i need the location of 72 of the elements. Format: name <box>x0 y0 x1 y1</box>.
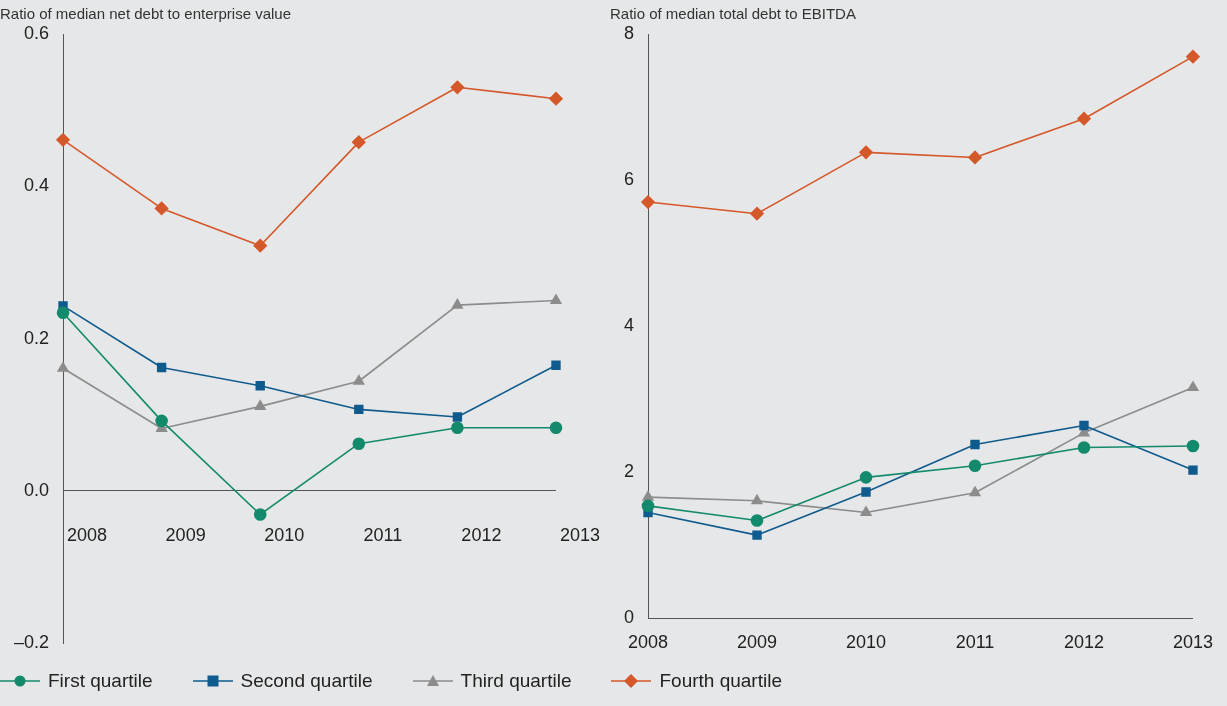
y-tick-label: –0.2 <box>13 632 50 653</box>
y-tick-label: 4 <box>624 315 635 336</box>
legend-label: Third quartile <box>460 670 572 692</box>
point <box>451 298 463 309</box>
point <box>57 362 69 372</box>
point <box>859 145 873 160</box>
x-tick-label: 2012 <box>1063 632 1105 653</box>
x-tick-label: 2009 <box>736 632 778 653</box>
point <box>641 195 655 209</box>
x-tick-label: 2010 <box>845 632 887 653</box>
point <box>859 471 873 484</box>
point <box>750 206 764 221</box>
point <box>1077 111 1091 126</box>
point <box>1077 441 1091 454</box>
point <box>1188 465 1198 475</box>
point <box>253 238 268 253</box>
point <box>861 487 871 497</box>
point <box>642 490 654 501</box>
point <box>551 360 561 370</box>
point <box>352 135 366 149</box>
point <box>154 201 169 216</box>
point <box>451 421 464 434</box>
point <box>970 439 980 450</box>
x-tick-label: 2011 <box>955 632 995 653</box>
legend-label: Second quartile <box>240 670 373 692</box>
point <box>253 508 267 521</box>
y-tick-label: 2 <box>624 461 635 482</box>
point <box>752 530 762 540</box>
point <box>860 506 872 517</box>
point <box>750 514 764 527</box>
point <box>1187 381 1199 392</box>
y-tick-label: 0.2 <box>24 327 50 348</box>
point <box>352 437 366 450</box>
point <box>549 421 563 434</box>
point <box>549 91 563 106</box>
x-tick-label: 2010 <box>264 524 305 545</box>
point <box>353 374 365 385</box>
point <box>254 400 266 410</box>
point <box>452 412 463 422</box>
y-tick-label: 0 <box>624 607 635 628</box>
x-tick-label: 2008 <box>67 524 108 545</box>
point <box>1186 49 1200 64</box>
x-tick-label: 2013 <box>559 524 600 545</box>
y-axis-title: Ratio of median total debt to EBITDA <box>610 5 856 23</box>
x-tick-label: 2013 <box>1172 632 1213 653</box>
y-tick-label: 0.0 <box>24 479 50 500</box>
legend-label: Fourth quartile <box>659 670 782 692</box>
point <box>968 150 982 165</box>
x-tick-label: 2011 <box>363 524 403 545</box>
point <box>641 499 655 513</box>
point <box>56 133 70 147</box>
point <box>1186 439 1200 453</box>
y-tick-label: 0.6 <box>24 22 50 43</box>
point <box>968 459 982 473</box>
point <box>450 80 465 95</box>
x-tick-label: 2009 <box>165 524 206 545</box>
point <box>550 294 562 305</box>
legend-label: First quartile <box>48 670 153 692</box>
point <box>1079 420 1089 431</box>
point <box>156 362 167 373</box>
y-tick-label: 0.4 <box>24 175 50 196</box>
point <box>56 306 70 320</box>
point <box>354 404 364 415</box>
point <box>751 494 763 505</box>
x-tick-label: 2008 <box>627 632 669 653</box>
y-tick-label: 8 <box>624 22 635 43</box>
point <box>255 381 265 391</box>
x-tick-label: 2012 <box>461 524 502 545</box>
y-tick-label: 6 <box>624 169 635 190</box>
y-axis-title: Ratio of median net debt to enterprise value <box>0 5 292 23</box>
point <box>155 414 168 428</box>
point <box>969 486 981 497</box>
